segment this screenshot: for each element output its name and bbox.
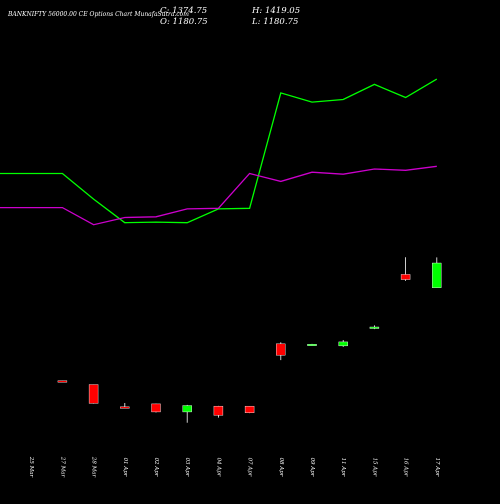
x-tick-label: 27 Mar: [59, 456, 65, 478]
low-value: L: 1180.75: [252, 17, 299, 27]
x-tick-label: 04 Apr: [215, 458, 221, 477]
candle-body: [88, 384, 99, 404]
x-tick-label: 17 Apr: [434, 458, 440, 477]
candle-body: [276, 343, 286, 356]
candle: [400, 257, 411, 281]
candle-body: [369, 326, 380, 329]
x-tick-label: 11 Apr: [340, 458, 346, 477]
x-tick-label: 28 Mar: [91, 456, 97, 478]
candle: [244, 405, 255, 414]
candle: [151, 403, 161, 413]
x-tick-label: 01 Apr: [122, 458, 128, 477]
chart-title: BANKNIFTY 56000.00 CE Options Chart Muna…: [8, 11, 189, 18]
candle-body: [400, 274, 411, 280]
x-tick-label: 08 Apr: [278, 458, 284, 477]
candle-body: [244, 405, 255, 414]
candle: [276, 342, 286, 361]
candle: [307, 343, 317, 346]
candle: [182, 404, 192, 423]
candle-body: [57, 380, 68, 383]
series-line-1: [0, 165, 437, 226]
x-tick-label: 02 Apr: [153, 458, 159, 477]
candle: [369, 325, 380, 330]
x-tick-label: 09 Apr: [309, 458, 315, 477]
candle-body: [213, 405, 224, 416]
candle-body: [120, 406, 130, 409]
candle: [213, 405, 224, 418]
candle: [432, 257, 442, 288]
candle-body: [151, 403, 161, 413]
candle: [120, 403, 130, 409]
close-value: C: 1374.75: [160, 6, 208, 16]
open-value: O: 1180.75: [160, 17, 208, 27]
high-value: H: 1419.05: [252, 6, 301, 16]
candle: [88, 384, 99, 404]
x-tick-label: 03 Apr: [184, 458, 190, 477]
x-tick-label: 07 Apr: [247, 458, 253, 477]
candle: [338, 340, 348, 347]
x-tick-label: 25 Mar: [28, 456, 34, 478]
candle-body: [338, 341, 348, 347]
candle-body: [432, 262, 442, 288]
candle: [57, 380, 68, 383]
x-tick-label: 16 Apr: [403, 458, 409, 477]
x-tick-label: 15 Apr: [371, 458, 377, 477]
series-line-0: [0, 78, 438, 224]
candle-body: [307, 344, 317, 346]
candle-body: [182, 405, 192, 413]
